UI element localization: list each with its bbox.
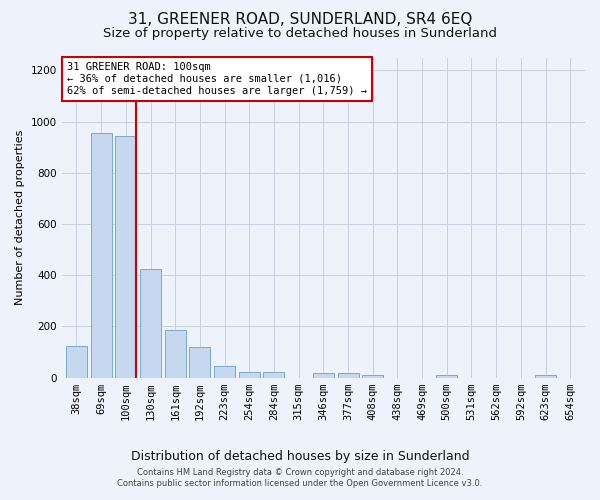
Text: 31 GREENER ROAD: 100sqm
← 36% of detached houses are smaller (1,016)
62% of semi: 31 GREENER ROAD: 100sqm ← 36% of detache… [67, 62, 367, 96]
Text: Size of property relative to detached houses in Sunderland: Size of property relative to detached ho… [103, 28, 497, 40]
Y-axis label: Number of detached properties: Number of detached properties [15, 130, 25, 306]
Bar [165, 330, 186, 378]
Text: 31, GREENER ROAD, SUNDERLAND, SR4 6EQ: 31, GREENER ROAD, SUNDERLAND, SR4 6EQ [128, 12, 472, 28]
Bar [91, 133, 112, 378]
Bar [66, 346, 87, 378]
Bar [313, 372, 334, 378]
Bar [140, 269, 161, 378]
Bar [190, 347, 211, 378]
Bar [239, 372, 260, 378]
Bar [263, 372, 284, 378]
Bar [115, 136, 136, 378]
Bar [338, 372, 359, 378]
Bar [362, 374, 383, 378]
Text: Contains HM Land Registry data © Crown copyright and database right 2024.
Contai: Contains HM Land Registry data © Crown c… [118, 468, 482, 487]
Text: Distribution of detached houses by size in Sunderland: Distribution of detached houses by size … [131, 450, 469, 463]
Bar [436, 374, 457, 378]
Bar [535, 374, 556, 378]
Bar [214, 366, 235, 378]
